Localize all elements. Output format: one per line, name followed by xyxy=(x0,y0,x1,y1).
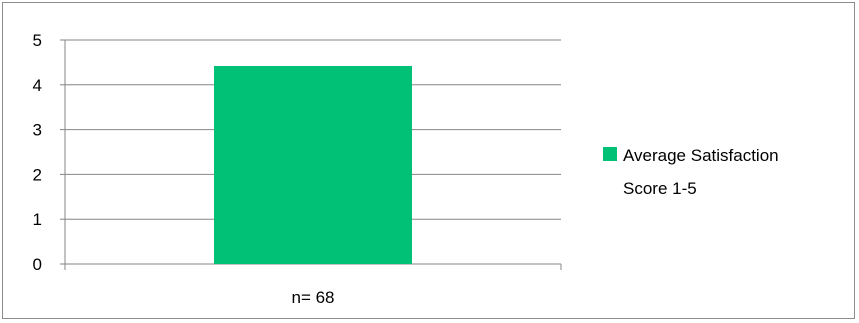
y-tick-label: 5 xyxy=(33,31,42,50)
y-tick-label: 1 xyxy=(33,210,42,229)
y-tick-label: 0 xyxy=(33,255,42,274)
bar xyxy=(214,65,412,264)
x-tick-label: n= 68 xyxy=(291,288,334,307)
y-tick-label: 4 xyxy=(33,76,42,95)
chart-frame xyxy=(2,2,855,319)
y-tick-labels: 0 1 2 3 4 5 xyxy=(33,31,42,274)
x-tick-labels: n= 68 xyxy=(291,288,334,307)
legend-swatch xyxy=(603,147,617,161)
legend-label-line-2: Score 1-5 xyxy=(623,179,697,198)
bars xyxy=(214,65,412,264)
y-tick-label: 3 xyxy=(33,121,42,140)
y-tick-label: 2 xyxy=(33,165,42,184)
legend: Average Satisfaction Score 1-5 xyxy=(603,146,779,198)
legend-label-line-1: Average Satisfaction xyxy=(623,146,779,165)
